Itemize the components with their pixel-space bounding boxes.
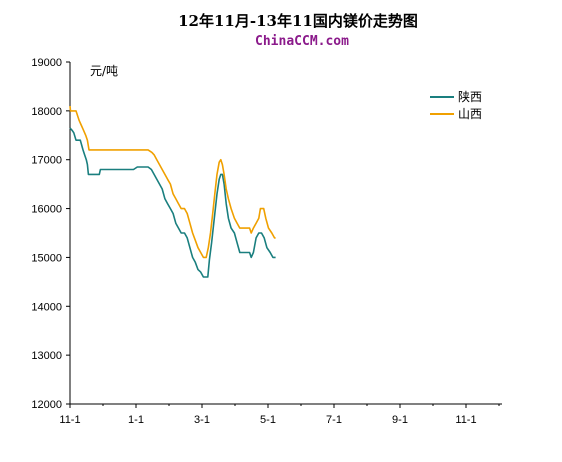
y-tick-label: 12000: [31, 399, 62, 411]
x-tick-label: 3-1: [194, 414, 210, 426]
y-tick-label: 13000: [31, 350, 62, 362]
chart-title: 12年11月-13年11国内镁价走势图: [178, 12, 418, 30]
x-tick-label: 9-1: [392, 414, 408, 426]
y-tick-label: 17000: [31, 155, 62, 167]
series-layer: [69, 105, 276, 278]
x-tick-label: 11-1: [59, 414, 80, 426]
legend-label: 山西: [458, 107, 482, 121]
legend-label: 陕西: [458, 89, 482, 104]
y-tick-label: 19000: [31, 57, 62, 69]
y-tick-label: 18000: [31, 106, 62, 118]
chart-subtitle: ChinaCCM.com: [255, 34, 349, 49]
x-tick-label: 7-1: [326, 414, 342, 426]
series-line-陕西: [69, 127, 276, 278]
x-tick-label: 1-1: [128, 414, 144, 426]
plot-frame: [69, 62, 502, 405]
series-line-山西: [69, 105, 276, 259]
y-tick-label: 15000: [31, 252, 62, 264]
x-axis: 11-1 1-1 3-1 5-1 7-1 9-1 11-1: [59, 404, 500, 426]
y-tick-label: 14000: [31, 301, 62, 313]
x-tick-label: 11-1: [455, 414, 476, 426]
y-axis: 12000 13000 14000 15000 16000 17000 18000 19000: [31, 57, 70, 411]
y-axis-label: 元/吨: [90, 64, 118, 78]
y-tick-label: 16000: [31, 204, 62, 216]
x-tick-label: 5-1: [260, 414, 276, 426]
